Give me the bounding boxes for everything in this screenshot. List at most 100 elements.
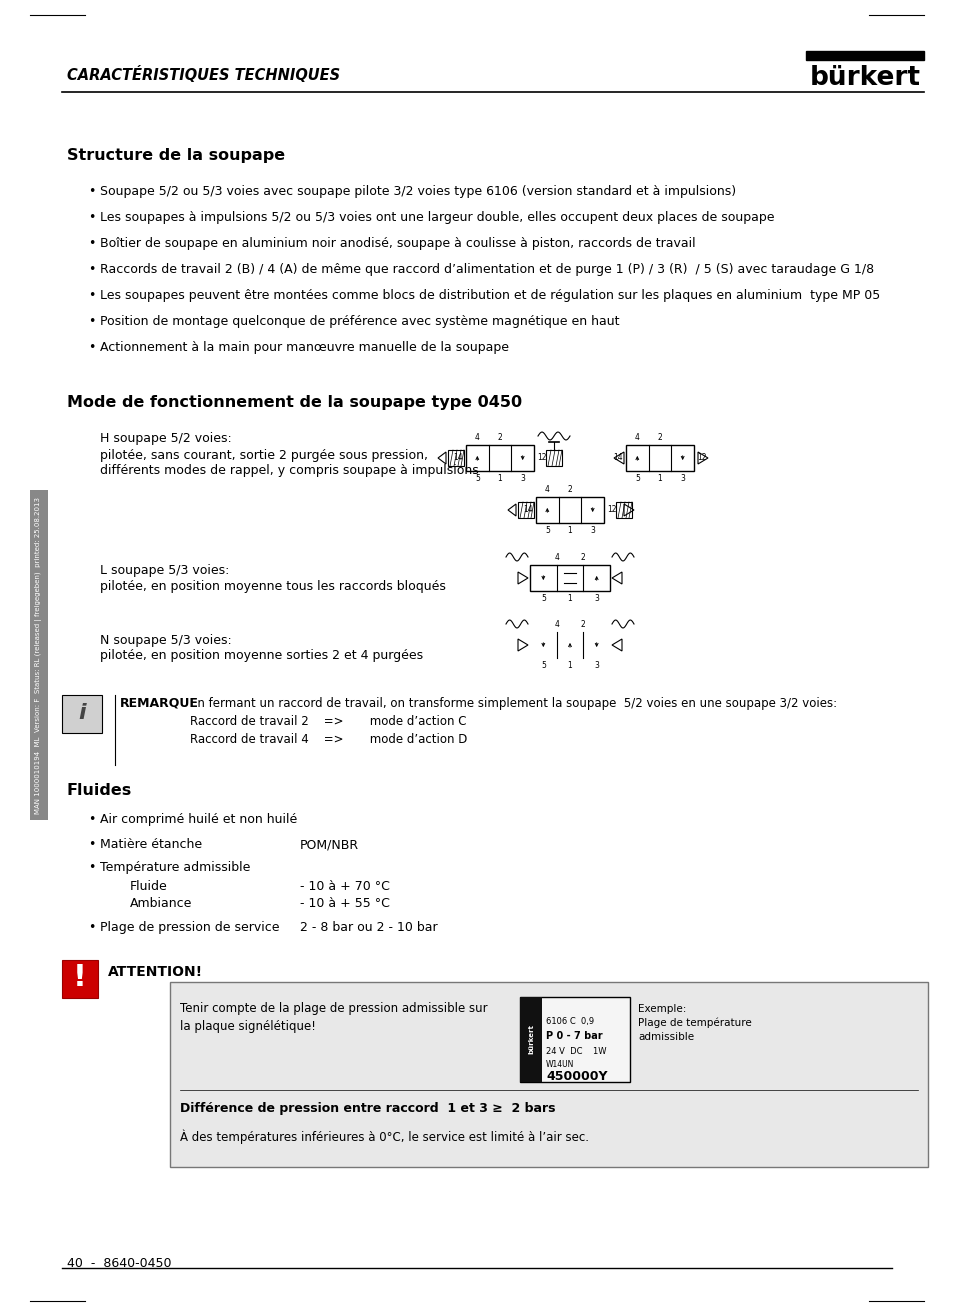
- Text: 12: 12: [697, 454, 706, 462]
- Text: 1: 1: [657, 474, 661, 483]
- Text: Plage de température: Plage de température: [638, 1019, 751, 1029]
- Text: - 10 à + 70 °C: - 10 à + 70 °C: [299, 880, 390, 894]
- Text: POM/NBR: POM/NBR: [299, 838, 358, 851]
- Text: À des températures inférieures à 0°C, le service est limité à l’air sec.: À des températures inférieures à 0°C, le…: [180, 1130, 588, 1145]
- Text: 2: 2: [580, 620, 585, 629]
- Text: 14: 14: [613, 454, 622, 462]
- Text: i: i: [78, 703, 86, 722]
- Text: Raccord de travail 4    =>       mode d’action D: Raccord de travail 4 => mode d’action D: [190, 733, 467, 746]
- Text: 14: 14: [453, 454, 462, 462]
- Text: 4: 4: [475, 433, 479, 442]
- Text: 3: 3: [679, 474, 684, 483]
- Text: pilotée, en position moyenne tous les raccords bloqués: pilotée, en position moyenne tous les ra…: [100, 580, 445, 594]
- Text: pilotée, en position moyenne sorties 2 et 4 purgées: pilotée, en position moyenne sorties 2 e…: [100, 649, 423, 662]
- Text: •: •: [88, 237, 95, 250]
- Text: ATTENTION!: ATTENTION!: [108, 965, 203, 979]
- Text: 2: 2: [497, 433, 502, 442]
- Text: H soupape 5/2 voies:: H soupape 5/2 voies:: [100, 432, 232, 445]
- Text: •: •: [88, 263, 95, 276]
- Text: Fluides: Fluides: [67, 783, 132, 797]
- Text: 40  -  8640-0450: 40 - 8640-0450: [67, 1257, 172, 1270]
- Text: Air comprimé huilé et non huilé: Air comprimé huilé et non huilé: [100, 813, 297, 826]
- Text: 4: 4: [554, 553, 558, 562]
- Text: 2 - 8 bar ou 2 - 10 bar: 2 - 8 bar ou 2 - 10 bar: [299, 921, 437, 934]
- Text: MAN 1000010194  ML  Version: F  Status: RL (released | freigegeben)  printed: 25: MAN 1000010194 ML Version: F Status: RL …: [35, 496, 43, 813]
- Bar: [530, 565, 609, 591]
- Bar: [545, 450, 561, 466]
- Text: W14UN: W14UN: [545, 1059, 574, 1069]
- Bar: [616, 501, 631, 519]
- Text: Mode de fonctionnement de la soupape type 0450: Mode de fonctionnement de la soupape typ…: [67, 395, 521, 411]
- Bar: [519, 998, 629, 1082]
- Text: L soupape 5/3 voies:: L soupape 5/3 voies:: [100, 565, 229, 576]
- Bar: [448, 450, 463, 466]
- Bar: [62, 959, 98, 998]
- Text: •: •: [88, 186, 95, 197]
- Text: 5: 5: [635, 474, 639, 483]
- Text: Différence de pression entre raccord  1 et 3 ≥  2 bars: Différence de pression entre raccord 1 e…: [180, 1101, 555, 1115]
- Text: Exemple:: Exemple:: [638, 1004, 685, 1015]
- Text: •: •: [88, 861, 95, 874]
- Text: 3: 3: [594, 594, 598, 603]
- Text: REMARQUE: REMARQUE: [120, 697, 198, 711]
- Bar: [465, 445, 534, 471]
- Text: •: •: [88, 211, 95, 224]
- Text: N soupape 5/3 voies:: N soupape 5/3 voies:: [100, 634, 232, 647]
- Bar: [62, 695, 102, 733]
- Text: Raccords de travail 2 (B) / 4 (A) de même que raccord d’alimentation et de purge: Raccords de travail 2 (B) / 4 (A) de mêm…: [100, 263, 873, 276]
- Bar: [805, 51, 923, 61]
- Text: Boîtier de soupape en aluminium noir anodisé, soupape à coulisse à piston, racco: Boîtier de soupape en aluminium noir ano…: [100, 237, 695, 250]
- Text: 2: 2: [567, 486, 572, 494]
- Text: 4: 4: [544, 486, 549, 494]
- Bar: [536, 497, 603, 522]
- Text: 3: 3: [590, 526, 595, 536]
- Bar: [625, 445, 693, 471]
- Text: 14: 14: [523, 505, 533, 515]
- Text: Plage de pression de service: Plage de pression de service: [100, 921, 279, 934]
- Text: la plaque signélétique!: la plaque signélétique!: [180, 1020, 315, 1033]
- Text: CARACTÉRISTIQUES TECHNIQUES: CARACTÉRISTIQUES TECHNIQUES: [67, 66, 340, 83]
- Text: Actionnement à la main pour manœuvre manuelle de la soupape: Actionnement à la main pour manœuvre man…: [100, 341, 509, 354]
- Text: 1: 1: [567, 661, 572, 670]
- Text: •: •: [88, 813, 95, 826]
- Text: 450000Y: 450000Y: [545, 1070, 607, 1083]
- Text: Les soupapes peuvent être montées comme blocs de distribution et de régulation s: Les soupapes peuvent être montées comme …: [100, 290, 880, 301]
- Bar: [519, 998, 541, 1082]
- Text: •: •: [88, 341, 95, 354]
- Text: admissible: admissible: [638, 1032, 694, 1042]
- Bar: [30, 490, 48, 820]
- Text: Matière étanche: Matière étanche: [100, 838, 202, 851]
- Text: Ambiance: Ambiance: [130, 898, 193, 909]
- Text: bürkert: bürkert: [527, 1024, 534, 1054]
- Text: Les soupapes à impulsions 5/2 ou 5/3 voies ont une largeur double, elles occupen: Les soupapes à impulsions 5/2 ou 5/3 voi…: [100, 211, 774, 224]
- Text: •: •: [88, 315, 95, 328]
- Text: Structure de la soupape: Structure de la soupape: [67, 147, 285, 163]
- Text: En fermant un raccord de travail, on transforme simplement la soupape  5/2 voies: En fermant un raccord de travail, on tra…: [190, 697, 836, 711]
- Text: - 10 à + 55 °C: - 10 à + 55 °C: [299, 898, 390, 909]
- Text: Fluide: Fluide: [130, 880, 168, 894]
- Text: !: !: [73, 963, 87, 992]
- Text: •: •: [88, 921, 95, 934]
- Text: 4: 4: [635, 433, 639, 442]
- Text: 5: 5: [475, 474, 479, 483]
- Text: 3: 3: [519, 474, 524, 483]
- Text: 2: 2: [657, 433, 661, 442]
- Bar: [517, 501, 534, 519]
- Text: 24 V  DC    1W: 24 V DC 1W: [545, 1048, 606, 1055]
- Text: 12: 12: [606, 505, 616, 515]
- Text: 5: 5: [540, 594, 545, 603]
- Text: Tenir compte de la plage de pression admissible sur: Tenir compte de la plage de pression adm…: [180, 1001, 487, 1015]
- Text: bürkert: bürkert: [809, 64, 920, 91]
- Text: 2: 2: [580, 553, 585, 562]
- Text: 6106 C  0,9: 6106 C 0,9: [545, 1017, 594, 1026]
- Text: •: •: [88, 290, 95, 301]
- Text: pilotée, sans courant, sortie 2 purgée sous pression,: pilotée, sans courant, sortie 2 purgée s…: [100, 449, 428, 462]
- Text: 4: 4: [554, 620, 558, 629]
- Text: 5: 5: [544, 526, 549, 536]
- Text: 1: 1: [497, 474, 502, 483]
- Text: •: •: [88, 838, 95, 851]
- Text: Température admissible: Température admissible: [100, 861, 250, 874]
- Text: 1: 1: [567, 594, 572, 603]
- Text: différents modes de rappel, y compris soupape à impulsions: différents modes de rappel, y compris so…: [100, 465, 478, 476]
- Text: 1: 1: [567, 526, 572, 536]
